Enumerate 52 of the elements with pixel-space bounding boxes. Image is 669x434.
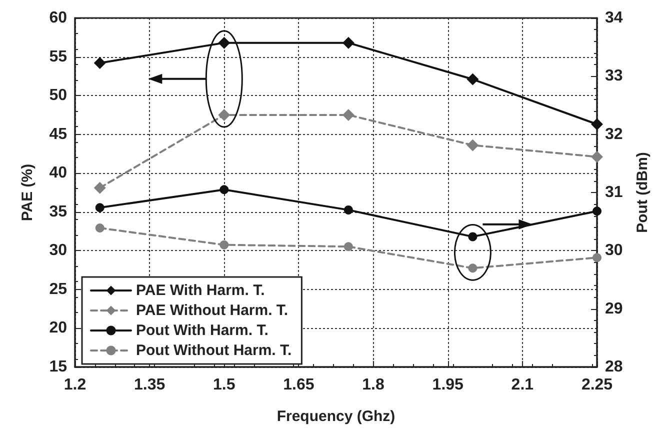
point (95, 223, 104, 232)
point (468, 232, 478, 242)
point (592, 253, 602, 262)
x-tick-label: 1.8 (362, 376, 385, 394)
point (468, 264, 478, 273)
point (591, 150, 603, 163)
y2-tick-label: 34 (605, 10, 623, 26)
point (466, 73, 479, 86)
x-tick-label: 1.5 (213, 376, 236, 394)
y2-axis-title: Pout (dBm) (634, 152, 651, 233)
y-tick-label: 30 (49, 242, 68, 260)
point (218, 36, 230, 49)
y-tick-label: 15 (49, 358, 68, 376)
y2-tick-label: 29 (605, 300, 623, 318)
y-tick-label: 45 (49, 126, 68, 143)
point (344, 205, 353, 214)
x-tick-label: 2.25 (581, 376, 613, 394)
point (94, 182, 106, 194)
x-tick-label: 1.65 (283, 376, 314, 394)
y-tick-label: 35 (49, 203, 68, 220)
y2-tick-label: 33 (605, 68, 623, 85)
y2-tick-label: 32 (605, 126, 623, 143)
point (342, 36, 354, 49)
point (592, 206, 602, 216)
x-tick-label: 1.95 (432, 376, 464, 394)
point (342, 108, 354, 121)
x-axis-title: Frequency (Ghz) (276, 408, 396, 425)
y-tick-label: 40 (49, 164, 68, 182)
y-tick-label: 55 (49, 48, 68, 66)
point (591, 118, 603, 130)
y-tick-label: 25 (49, 280, 68, 298)
legend-label: Pout With Harm. T. (136, 322, 268, 339)
point (344, 242, 353, 252)
legend-label: PAE Without Harm. T. (136, 302, 288, 319)
y-tick-label: 50 (49, 87, 68, 104)
point (95, 203, 104, 212)
y2-tick-label: 30 (605, 242, 623, 260)
x-tick-label: 1.2 (64, 376, 86, 394)
y2-tick-label: 31 (605, 184, 623, 201)
legend-label: PAE With Harm. T. (136, 282, 265, 299)
point (94, 56, 106, 69)
y2-tick-label: 28 (605, 358, 623, 376)
point (218, 108, 230, 121)
point (220, 240, 229, 250)
legend-label: Pout Without Harm. T. (136, 342, 292, 359)
y-tick-label: 60 (49, 10, 68, 26)
point (220, 185, 229, 194)
point (466, 139, 479, 152)
x-tick-label: 1.35 (134, 376, 166, 394)
y-tick-label: 20 (49, 320, 68, 337)
x-tick-label: 2.1 (511, 376, 534, 394)
y-axis-title: PAE (%) (19, 164, 36, 222)
